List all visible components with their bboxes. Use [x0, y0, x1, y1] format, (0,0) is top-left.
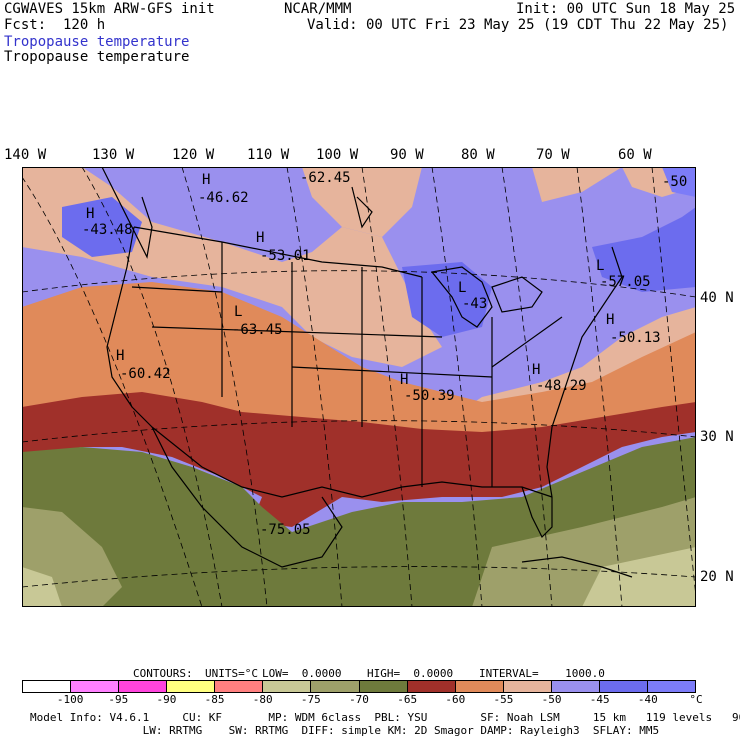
low-marker: L: [234, 304, 243, 320]
shaded-field-label: Tropopause temperature: [4, 34, 190, 50]
high-marker: H: [606, 312, 615, 328]
low-value: LOW= 0.0000: [262, 667, 342, 680]
low-marker: L: [458, 280, 467, 296]
valid-time: Valid: 00 UTC Fri 23 May 25 (19 CDT Thu …: [307, 17, 729, 33]
color-legend-label: -75: [300, 693, 321, 706]
forecast-hour: Fcst: 120 h: [4, 17, 106, 33]
center-value: -63.45: [232, 322, 283, 338]
center-value: -46.62: [198, 190, 249, 206]
lon-label: 130 W: [92, 147, 135, 163]
color-legend-label: -80: [252, 693, 273, 706]
color-legend-label: °C: [689, 693, 703, 706]
color-swatch: [503, 681, 552, 692]
color-swatch: [359, 681, 408, 692]
color-swatch: [119, 681, 168, 692]
color-legend-label: -55: [493, 693, 514, 706]
color-legend-label: -70: [349, 693, 369, 706]
lat-label: 40 N: [700, 290, 734, 306]
lon-label: 70 W: [536, 147, 570, 163]
high-marker: H: [400, 372, 409, 388]
lon-label: 110 W: [247, 147, 290, 163]
lon-label: 140 W: [4, 147, 47, 163]
high-marker: H: [256, 230, 265, 246]
color-swatch: [407, 681, 456, 692]
color-swatch: [215, 681, 264, 692]
color-legend-label: -90: [156, 693, 177, 706]
map-frame: [22, 167, 696, 607]
high-marker: H: [532, 362, 541, 378]
contours-label: CONTOURS:: [133, 667, 193, 680]
model-info-line1: Model Info: V4.6.1 CU: KF MP: WDM 6class…: [30, 711, 740, 724]
center-value: -57.05: [600, 274, 651, 290]
center-value: -62.45: [300, 170, 351, 186]
model-title: CGWAVES 15km ARW-GFS init: [4, 1, 215, 17]
tropopause-temperature-map: H -46.62 H -43.48 -62.45 H -53.01 L -63.…: [22, 167, 696, 607]
color-swatch: [455, 681, 504, 692]
low-marker: L: [596, 258, 605, 274]
center-value: -60.42: [120, 366, 171, 382]
center-value: -48.29: [536, 378, 587, 394]
color-legend-label: -85: [204, 693, 225, 706]
color-legend-bar: [22, 680, 696, 693]
lon-label: 100 W: [316, 147, 359, 163]
color-swatch: [551, 681, 600, 692]
center-value: -53.01: [260, 248, 311, 264]
lon-label: 90 W: [390, 147, 424, 163]
lon-label: 60 W: [618, 147, 652, 163]
lat-label: 30 N: [700, 429, 734, 445]
color-legend-label: -45: [589, 693, 610, 706]
lon-label: 120 W: [172, 147, 215, 163]
color-swatch: [23, 681, 72, 692]
units-label: UNITS=°C: [205, 667, 258, 680]
center-value: -50.39: [404, 388, 455, 404]
center-value: -50: [662, 174, 688, 190]
center-value: -43: [462, 296, 488, 312]
color-swatch: [167, 681, 216, 692]
init-time: Init: 00 UTC Sun 18 May 25: [516, 1, 736, 17]
center-value: -75.05: [260, 522, 311, 538]
color-swatch: [648, 681, 696, 692]
color-legend-label: -65: [397, 693, 418, 706]
color-swatch: [71, 681, 120, 692]
high-marker: H: [202, 172, 211, 188]
high-value: HIGH= 0.0000: [367, 667, 454, 680]
model-info-line2: LW: RRTMG SW: RRTMG DIFF: simple KM: 2D …: [30, 724, 660, 737]
lat-label: 20 N: [700, 569, 734, 585]
color-legend-label: -100: [56, 693, 84, 706]
color-legend-label: -50: [541, 693, 562, 706]
color-swatch: [311, 681, 360, 692]
organization-label: NCAR/MMM: [284, 1, 352, 17]
color-legend-label: -95: [108, 693, 129, 706]
color-swatch: [599, 681, 649, 692]
color-legend-label: -40: [637, 693, 658, 706]
center-value: -50.13: [610, 330, 661, 346]
contour-field-label: Tropopause temperature: [4, 49, 190, 65]
high-marker: H: [86, 206, 95, 222]
color-legend-label: -60: [445, 693, 466, 706]
high-marker: H: [116, 348, 125, 364]
map-canvas: [22, 167, 696, 607]
color-swatch: [263, 681, 312, 692]
lon-label: 80 W: [461, 147, 495, 163]
interval-value: INTERVAL= 1000.0: [479, 667, 605, 680]
center-value: -43.48: [82, 222, 133, 238]
